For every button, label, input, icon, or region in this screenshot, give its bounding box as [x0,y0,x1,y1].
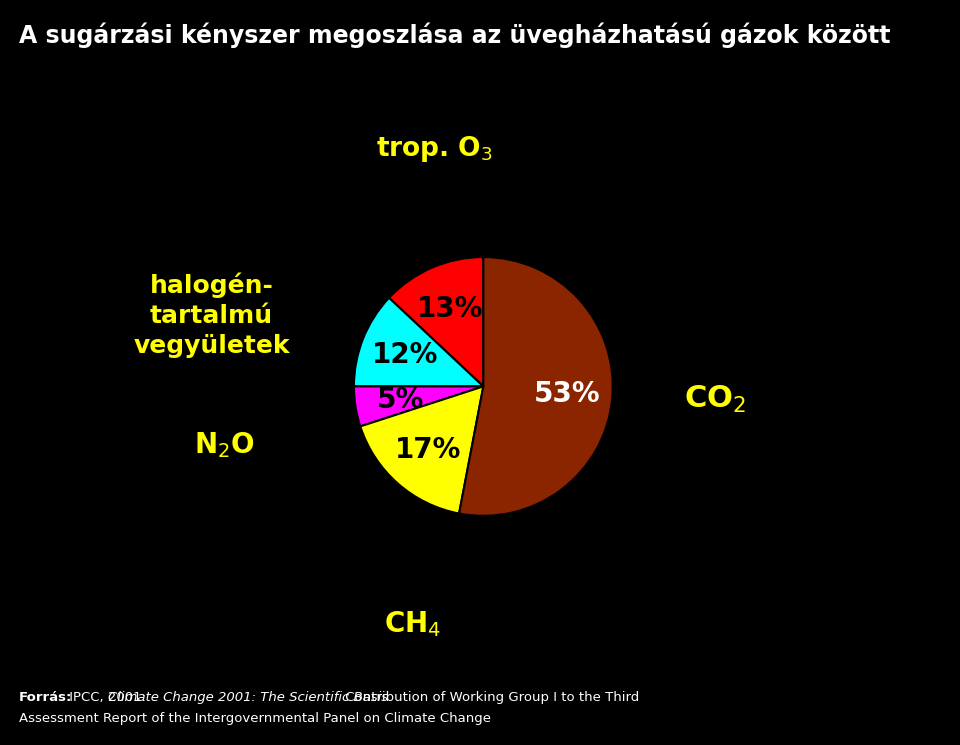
Text: halogén-
tartalmú
vegyületek: halogén- tartalmú vegyületek [133,273,290,358]
Text: CH$_4$: CH$_4$ [384,609,441,638]
Wedge shape [459,257,612,516]
Text: Contribution of Working Group I to the Third: Contribution of Working Group I to the T… [341,691,639,704]
Text: 17%: 17% [395,436,461,463]
Text: A sugárzási kényszer megoszlása az üvegházhatású gázok között: A sugárzási kényszer megoszlása az üvegh… [19,22,891,48]
Wedge shape [354,387,483,426]
Text: Assessment Report of the Intergovernmental Panel on Climate Change: Assessment Report of the Intergovernment… [19,712,492,725]
Wedge shape [360,387,483,513]
Text: Climate Change 2001: The Scientific Basis.: Climate Change 2001: The Scientific Basi… [108,691,393,704]
Text: CO$_2$: CO$_2$ [684,384,746,415]
Text: 5%: 5% [376,386,424,413]
Wedge shape [389,257,483,387]
Text: 53%: 53% [534,381,600,408]
Text: IPCC, 2001:: IPCC, 2001: [65,691,151,704]
Text: 12%: 12% [372,341,439,370]
Text: trop. O$_3$: trop. O$_3$ [375,134,492,164]
Text: 13%: 13% [417,295,483,323]
Text: Forrás:: Forrás: [19,691,73,704]
Wedge shape [354,298,483,387]
Text: N$_2$O: N$_2$O [194,430,255,460]
